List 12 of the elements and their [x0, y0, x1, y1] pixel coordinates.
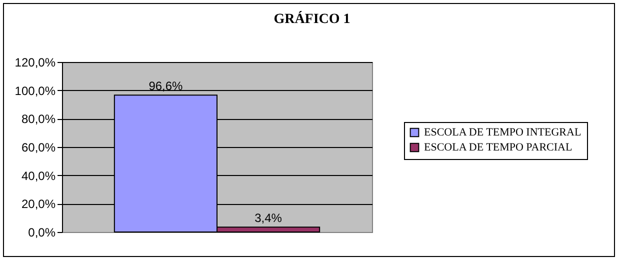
legend-label: ESCOLA DE TEMPO PARCIAL	[424, 142, 572, 154]
data-label: 96,6%	[148, 79, 184, 94]
chart-title: GRÁFICO 1	[274, 10, 350, 27]
y-tick-label: 80,0%	[21, 112, 56, 126]
y-tick-label: 100,0%	[14, 84, 56, 98]
y-tick-label: 40,0%	[21, 168, 56, 183]
legend-label: ESCOLA DE TEMPO INTEGRAL	[424, 126, 582, 138]
y-tick-label: 120,0%	[14, 56, 56, 70]
y-tick-label: 0,0%	[28, 226, 56, 240]
y-tick-label: 20,0%	[21, 197, 56, 212]
data-label: 3,4%	[254, 211, 282, 226]
y-tick-label: 60,0%	[21, 140, 56, 154]
